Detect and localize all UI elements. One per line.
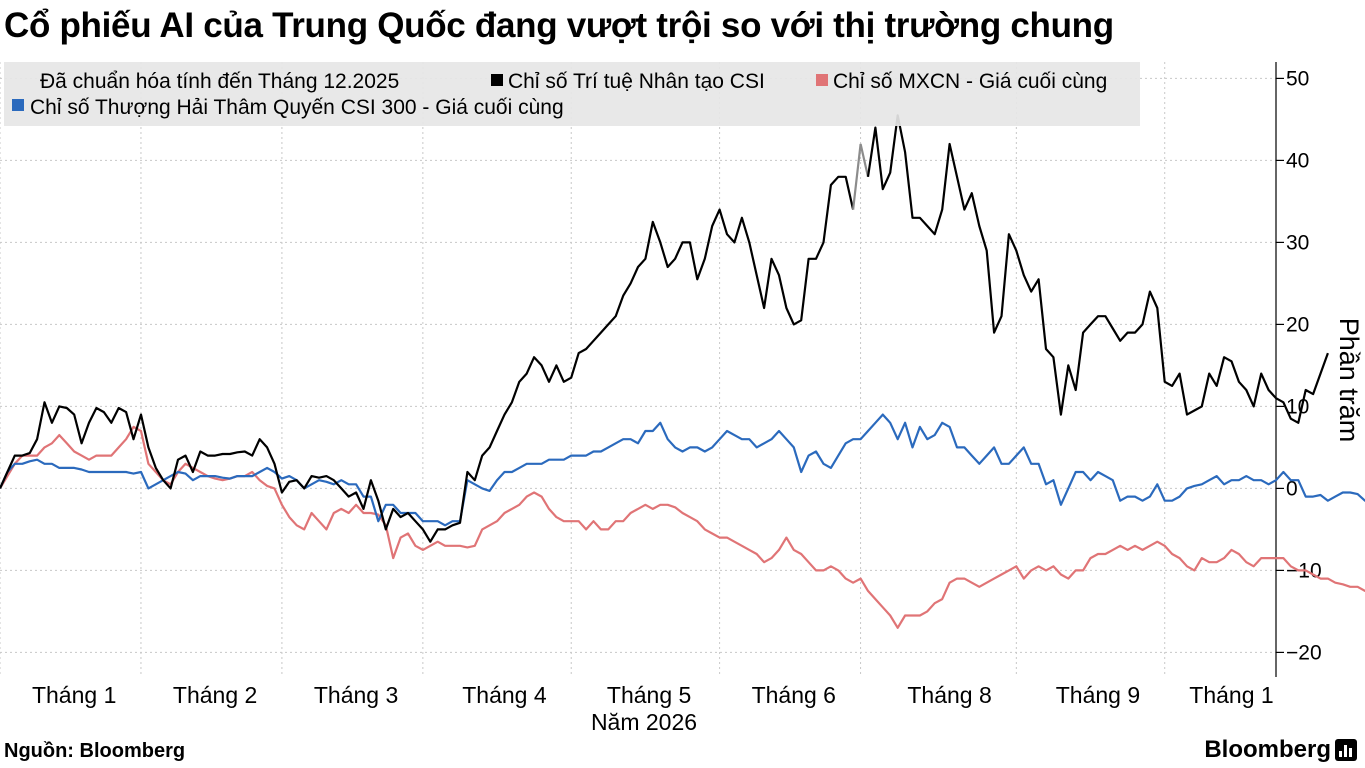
x-tick-label: Tháng 5 [607, 682, 691, 708]
legend-label-csi300: Chỉ số Thượng Hải Thâm Quyến CSI 300 - G… [30, 96, 564, 119]
x-axis: Tháng 1 Tháng 2 Tháng 3 Tháng 4 Tháng 5 Tháng… [32, 682, 1274, 708]
x-tick-label: Tháng 9 [1056, 682, 1140, 708]
legend-label-ai-index: Chỉ số Trí tuệ Nhân tạo CSI [508, 70, 765, 93]
y-tick-label: 20 [1286, 313, 1309, 336]
series-line-csi300 [0, 413, 1365, 527]
bar-chart-icon [1335, 739, 1357, 761]
x-tick-label: Tháng 1 [32, 682, 116, 708]
x-tick-label: Tháng 6 [752, 682, 836, 708]
source-note: Nguồn: Bloomberg [4, 740, 186, 762]
y-axis-label: Phần trăm [1334, 318, 1364, 443]
y-tick-label: 30 [1286, 231, 1309, 254]
logo-text: Bloomberg [1204, 736, 1331, 763]
series-line-ai-index-highlight [852, 143, 870, 210]
x-tick-label: Tháng 1 [1189, 682, 1273, 708]
legend: Đã chuẩn hóa tính đến Tháng 12.2025 Chỉ … [4, 62, 1140, 126]
y-tick-label: 0 [1286, 477, 1298, 500]
series-line-ai-index [0, 175, 855, 543]
legend-swatch-csi300 [12, 99, 24, 111]
legend-swatch-mxcn [816, 74, 828, 86]
x-tick-label: Tháng 2 [173, 682, 257, 708]
x-tick-label: Tháng 3 [314, 682, 398, 708]
series-lines [0, 114, 1365, 629]
chart-title: Cổ phiếu AI của Trung Quốc đang vượt trộ… [4, 6, 1114, 45]
bloomberg-logo: Bloomberg [1204, 736, 1357, 764]
legend-background [4, 62, 1140, 126]
x-tick-label: Tháng 4 [462, 682, 547, 708]
legend-note: Đã chuẩn hóa tính đến Tháng 12.2025 [40, 70, 399, 93]
y-tick-label: 50 [1286, 67, 1309, 90]
year-label: Năm 2026 [591, 709, 697, 735]
legend-swatch-ai-index [491, 74, 503, 86]
y-tick-label: −20 [1286, 641, 1322, 664]
series-line-ai-index-tail [866, 114, 1329, 424]
plot-area [0, 62, 1276, 677]
y-tick-label: 40 [1286, 149, 1309, 172]
legend-label-mxcn: Chỉ số MXCN - Giá cuối cùng [833, 70, 1107, 93]
x-tick-label: Tháng 8 [907, 682, 991, 708]
